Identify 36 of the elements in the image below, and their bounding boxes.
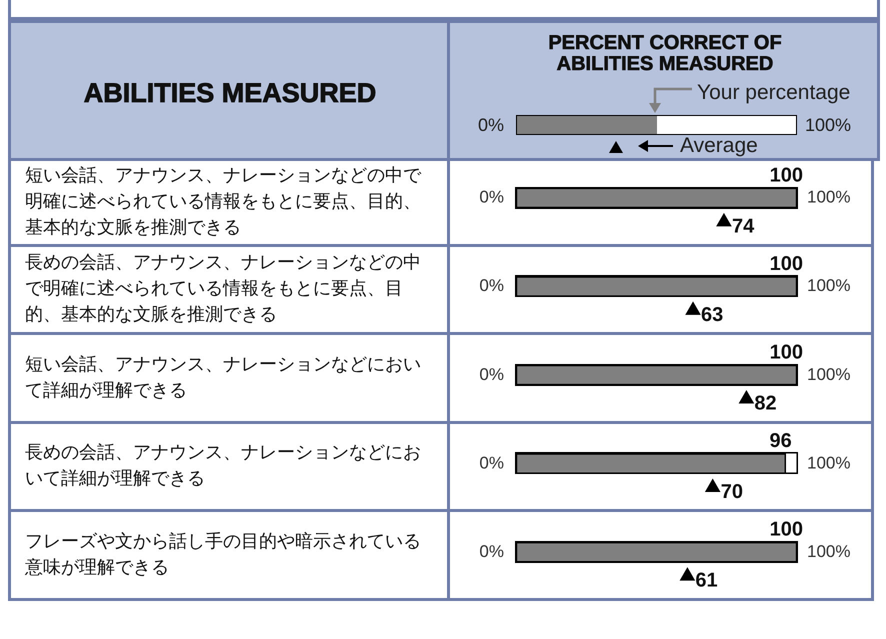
legend-label: Average bbox=[680, 134, 758, 158]
data-label: 74 bbox=[732, 215, 756, 238]
y-tick-label: 長めの会話、アナウンス、ナレーションなどにおいて詳細が理解できる bbox=[11, 424, 450, 510]
data-label: 100 bbox=[770, 341, 803, 364]
text: 100% bbox=[807, 453, 850, 472]
text: 0% bbox=[479, 364, 504, 384]
text: 0% bbox=[479, 188, 504, 207]
text: 0% bbox=[479, 453, 504, 472]
y-tick-label: フレーズや文から話し手の目的や暗示されている意味が理解できる bbox=[11, 512, 450, 598]
data-label: 63 bbox=[701, 304, 724, 326]
y-axis-title: ABILITIES MEASURED bbox=[82, 78, 378, 109]
point bbox=[738, 390, 754, 404]
data-label: 70 bbox=[720, 480, 743, 503]
text: 100% bbox=[807, 188, 850, 207]
data-label: 61 bbox=[695, 569, 718, 592]
text: 100% bbox=[805, 115, 852, 135]
text: 100% bbox=[807, 276, 850, 296]
y-tick-label: 短い会話、アナウンス、ナレーションなどの中で明確に述べられている情報をもとに要点、目的、基本的な文脈を推測できる bbox=[11, 161, 450, 244]
text: 0% bbox=[479, 542, 504, 561]
y-tick-label: 短い会話、アナウンス、ナレーションなどにおいて詳細が理解できる bbox=[11, 335, 450, 421]
data-label: 96 bbox=[770, 430, 792, 452]
chart-title: PERCENT CORRECT OF ABILITIES MEASURED bbox=[547, 32, 783, 75]
text: 100% bbox=[807, 364, 850, 384]
point bbox=[680, 567, 695, 580]
point bbox=[705, 478, 720, 492]
data-label: 100 bbox=[770, 518, 803, 541]
text: 100% bbox=[807, 542, 850, 561]
point bbox=[686, 302, 700, 315]
data-label: 100 bbox=[770, 164, 803, 186]
data-label: 100 bbox=[770, 252, 803, 275]
text: 0% bbox=[479, 276, 504, 296]
y-tick-label: 長めの会話、アナウンス、ナレーションなどの中で明確に述べられている情報をもとに要点、目的、基本的な文脈を推測できる bbox=[11, 246, 450, 332]
text: 0% bbox=[478, 115, 504, 135]
data-label: 82 bbox=[754, 392, 777, 414]
legend-label: Your percentage bbox=[697, 81, 850, 105]
point bbox=[716, 213, 732, 226]
